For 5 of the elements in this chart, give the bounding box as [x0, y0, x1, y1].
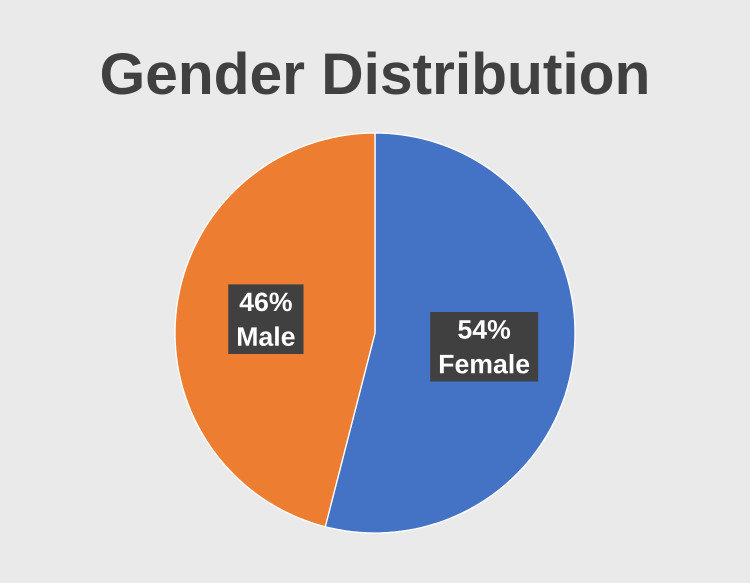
chart-title: Gender Distribution [102, 51, 647, 95]
data-label: 54% [458, 320, 510, 339]
slice-label: Male [238, 326, 295, 346]
slice-label: Female [440, 354, 530, 374]
data-label: 46% [240, 292, 292, 312]
